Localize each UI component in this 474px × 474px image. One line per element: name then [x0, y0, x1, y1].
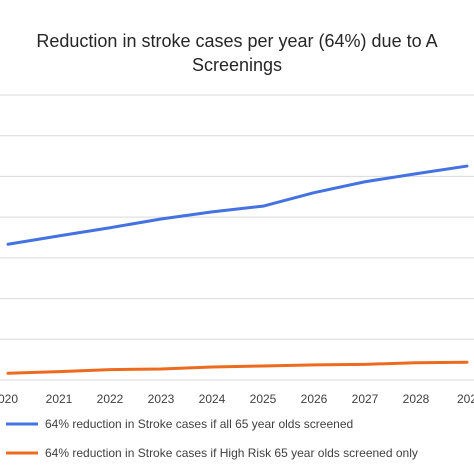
series-line-2 [6, 360, 469, 375]
gridlines [0, 94, 474, 381]
x-tick-label: 2023 [148, 392, 175, 406]
chart-title: Reduction in stroke cases per year (64%)… [36, 31, 437, 51]
plot-area [6, 164, 469, 375]
chart-subtitle: Screenings [192, 55, 282, 75]
legend: 64% reduction in Stroke cases if all 65 … [6, 417, 418, 460]
x-tick-label: 2024 [199, 392, 226, 406]
series-line-1 [6, 164, 469, 246]
legend-label-2: 64% reduction in Stroke cases if High Ri… [45, 446, 418, 460]
x-tick-label: 2022 [97, 392, 124, 406]
x-tick-label: 2021 [46, 392, 73, 406]
x-tick-label: 020 [0, 392, 18, 406]
x-tick-label: 2027 [352, 392, 379, 406]
legend-label-1: 64% reduction in Stroke cases if all 65 … [45, 417, 353, 431]
x-axis-tick-labels: 020 2021 2022 2023 2024 2025 2026 2027 2028 202 [0, 392, 474, 406]
x-tick-label: 2028 [403, 392, 430, 406]
x-tick-label: 2025 [250, 392, 277, 406]
x-tick-label: 2026 [301, 392, 328, 406]
x-tick-label: 202 [457, 392, 474, 406]
